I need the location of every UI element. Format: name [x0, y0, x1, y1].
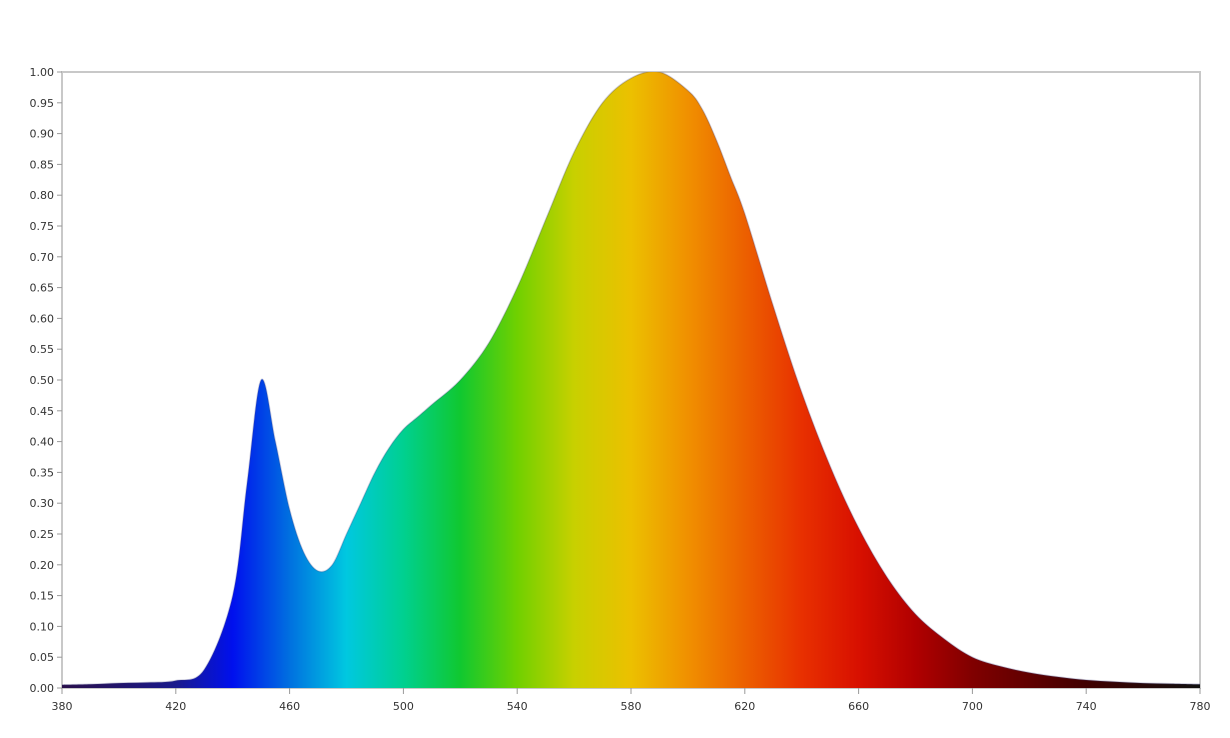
x-tick-label: 420	[165, 700, 186, 713]
x-tick-label: 700	[962, 700, 983, 713]
y-tick-label: 0.55	[30, 343, 55, 356]
x-tick-label: 580	[621, 700, 642, 713]
x-tick-label: 660	[848, 700, 869, 713]
y-tick-label: 0.30	[30, 497, 55, 510]
y-tick-label: 0.20	[30, 559, 55, 572]
x-tick-label: 500	[393, 700, 414, 713]
x-tick-label: 540	[507, 700, 528, 713]
y-tick-label: 0.70	[30, 251, 55, 264]
y-tick-label: 0.75	[30, 220, 55, 233]
x-tick-label: 380	[52, 700, 73, 713]
y-tick-label: 0.10	[30, 620, 55, 633]
y-tick-label: 0.05	[30, 651, 55, 664]
x-tick-label: 780	[1190, 700, 1211, 713]
y-tick-label: 0.95	[30, 97, 55, 110]
y-axis: 0.00 0.05 0.10 0.15 0.20 0.25 0.30 0.35 0.40 0.45…	[30, 66, 62, 695]
x-tick-label: 460	[279, 700, 300, 713]
y-tick-label: 0.90	[30, 128, 55, 141]
y-tick-label: 0.80	[30, 189, 55, 202]
spectrum-line	[62, 72, 1200, 686]
y-tick-label: 0.15	[30, 590, 55, 603]
y-tick-label: 0.65	[30, 282, 55, 295]
spectrum-area	[62, 72, 1200, 688]
spectrum-layer	[62, 72, 1200, 688]
y-tick-label: 0.40	[30, 436, 55, 449]
y-tick-label: 0.35	[30, 466, 55, 479]
y-tick-label: 0.50	[30, 374, 55, 387]
y-tick-label: 0.25	[30, 528, 55, 541]
y-tick-label: 0.60	[30, 312, 55, 325]
y-tick-label: 0.45	[30, 405, 55, 418]
y-tick-label: 0.00	[30, 682, 55, 695]
y-tick-label: 0.85	[30, 158, 55, 171]
x-axis: 380 420 460 500 540 580 620 660 700 740 780	[52, 688, 1211, 713]
x-tick-label: 740	[1076, 700, 1097, 713]
x-tick-label: 620	[734, 700, 755, 713]
y-tick-label: 1.00	[30, 66, 55, 79]
